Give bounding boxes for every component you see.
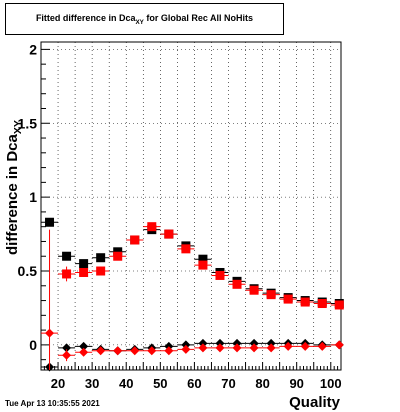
x-tick-label: 50 — [153, 376, 167, 391]
y-tick-label: 1 — [29, 189, 37, 205]
timestamp: Tue Apr 13 10:35:55 2021 — [5, 399, 100, 408]
x-tick-label: 90 — [289, 376, 303, 391]
y-tick-label: 0.5 — [18, 263, 38, 279]
data-point-diamond — [113, 346, 123, 356]
chart-title-main: Fitted difference in Dca — [35, 13, 136, 23]
data-point-diamond — [147, 346, 157, 356]
x-tick-label: 60 — [187, 376, 201, 391]
y-tick-label: 2 — [29, 41, 37, 57]
data-point-diamond — [266, 343, 276, 353]
data-point-square — [300, 297, 310, 307]
data-point-diamond — [164, 346, 174, 356]
data-point-square — [181, 244, 191, 254]
data-point-square — [249, 285, 259, 295]
chart-title: Fitted difference in DcaXY for Global Re… — [6, 13, 283, 26]
x-tick-label: 80 — [255, 376, 269, 391]
y-tick-label: 1.5 — [18, 115, 38, 131]
data-point-diamond — [62, 350, 72, 360]
y-tick-label: 0 — [29, 337, 37, 353]
data-point-diamond — [130, 346, 140, 356]
data-point-square — [62, 269, 72, 279]
data-point-diamond — [62, 343, 72, 353]
data-point-diamond — [45, 328, 55, 338]
data-point-diamond — [181, 344, 191, 354]
data-point-square — [232, 279, 242, 289]
data-point-square — [96, 253, 106, 263]
data-point-square — [96, 266, 106, 276]
data-point-diamond — [232, 343, 242, 353]
data-point-square — [283, 294, 293, 304]
data-point-diamond — [79, 347, 89, 357]
data-point-square — [266, 290, 276, 300]
data-point-diamond — [283, 341, 293, 351]
data-point-diamond — [249, 343, 259, 353]
data-point-square — [334, 300, 344, 310]
x-tick-label: 20 — [51, 376, 65, 391]
data-point-diamond — [334, 340, 344, 350]
data-point-square — [130, 235, 140, 245]
chart-title-box: Fitted difference in DcaXY for Global Re… — [5, 3, 284, 35]
x-axis-label: Quality — [289, 394, 340, 411]
data-point-square — [45, 217, 55, 227]
data-point-square — [62, 251, 72, 261]
data-point-square — [215, 270, 225, 280]
x-tick-label: 30 — [85, 376, 99, 391]
data-point-diamond — [215, 343, 225, 353]
data-point-square — [164, 229, 174, 239]
plot-frame — [40, 41, 342, 371]
data-point-square — [79, 267, 89, 277]
data-point-diamond — [317, 341, 327, 351]
x-tick-label: 70 — [221, 376, 235, 391]
chart-title-rest: for Global Rec All NoHits — [143, 13, 254, 23]
chart-title-subscript: XY — [135, 18, 144, 26]
x-tick-label: 100 — [320, 376, 342, 391]
x-tick-label: 40 — [119, 376, 133, 391]
data-point-diamond — [96, 346, 106, 356]
data-point-square — [198, 254, 208, 264]
data-point-square — [198, 260, 208, 270]
data-point-diamond — [79, 341, 89, 351]
data-point-square — [147, 222, 157, 232]
data-point-diamond — [300, 341, 310, 351]
data-point-square — [79, 259, 89, 269]
data-point-square — [113, 251, 123, 261]
data-point-diamond — [198, 343, 208, 353]
data-point-square — [317, 299, 327, 309]
